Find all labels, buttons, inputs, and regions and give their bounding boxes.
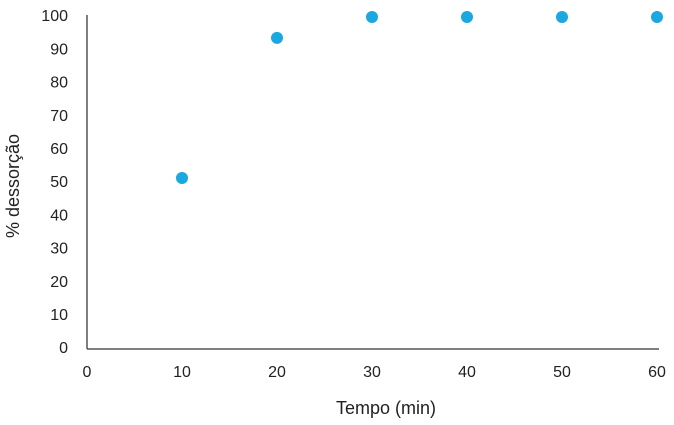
- data-point: [651, 11, 663, 23]
- y-tick-label: 100: [41, 8, 68, 25]
- y-tick-label: 0: [59, 340, 68, 357]
- y-tick-label: 40: [50, 207, 68, 224]
- y-tick-label: 30: [50, 241, 68, 258]
- y-tick-label: 80: [50, 75, 68, 92]
- x-axis-title: Tempo (min): [336, 398, 436, 418]
- x-tick-label: 60: [648, 364, 666, 381]
- data-point: [271, 31, 283, 44]
- x-tick-label: 50: [553, 364, 571, 381]
- data-point: [176, 172, 188, 185]
- y-tick-label: 10: [50, 307, 68, 324]
- y-tick-label: 90: [50, 41, 68, 58]
- x-tick-label: 10: [173, 364, 191, 381]
- y-tick-label: 50: [50, 174, 68, 191]
- y-tick-label: 60: [50, 141, 68, 158]
- x-tick-label: 40: [458, 364, 476, 381]
- x-tick-label: 30: [363, 364, 381, 381]
- y-tick-label: 20: [50, 274, 68, 291]
- data-point: [556, 11, 568, 23]
- data-point: [366, 11, 378, 23]
- y-tick-label: 70: [50, 108, 68, 125]
- x-tick-label: 0: [83, 364, 92, 381]
- data-point: [461, 11, 473, 23]
- x-tick-label: 20: [268, 364, 286, 381]
- y-axis-title: % dessorção: [3, 134, 23, 238]
